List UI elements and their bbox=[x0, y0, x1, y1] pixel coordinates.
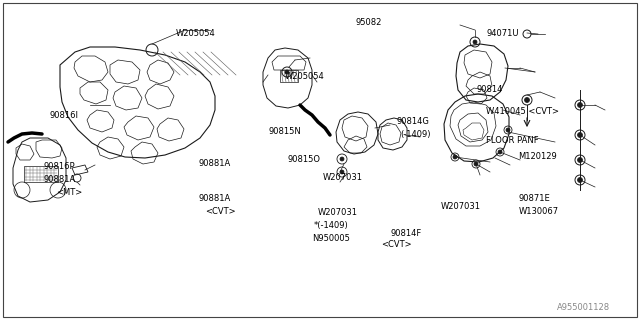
Text: W130067: W130067 bbox=[518, 207, 559, 216]
Text: W205054: W205054 bbox=[176, 29, 216, 38]
Circle shape bbox=[340, 170, 344, 174]
Text: W207031: W207031 bbox=[318, 208, 358, 217]
Circle shape bbox=[506, 128, 510, 132]
Text: M120129: M120129 bbox=[518, 152, 557, 161]
Text: W410045 <CVT>: W410045 <CVT> bbox=[486, 108, 559, 116]
Text: *(-1409): *(-1409) bbox=[314, 221, 348, 230]
Text: 90816P: 90816P bbox=[44, 162, 75, 171]
Text: FLOOR PANF: FLOOR PANF bbox=[486, 136, 539, 145]
Text: 95082: 95082 bbox=[355, 18, 381, 27]
Circle shape bbox=[525, 98, 529, 102]
Text: <CVT>: <CVT> bbox=[381, 240, 412, 249]
Text: 90816I: 90816I bbox=[50, 111, 79, 120]
Circle shape bbox=[577, 102, 582, 108]
Text: A955001128: A955001128 bbox=[557, 303, 610, 312]
Circle shape bbox=[577, 178, 582, 182]
Text: W207031: W207031 bbox=[440, 202, 480, 211]
Text: 94071U: 94071U bbox=[486, 29, 519, 38]
Text: W205054: W205054 bbox=[285, 72, 324, 81]
Text: <CVT>: <CVT> bbox=[205, 207, 236, 216]
Text: 90815N: 90815N bbox=[269, 127, 301, 136]
Circle shape bbox=[498, 150, 502, 154]
Circle shape bbox=[577, 157, 582, 163]
Text: 90814: 90814 bbox=[477, 85, 503, 94]
Text: N950005: N950005 bbox=[312, 234, 349, 243]
Text: W207031: W207031 bbox=[323, 173, 364, 182]
Circle shape bbox=[340, 157, 344, 161]
Text: 90881A: 90881A bbox=[198, 194, 230, 203]
Text: <MT>: <MT> bbox=[56, 188, 83, 197]
Circle shape bbox=[474, 162, 478, 166]
Text: 90815O: 90815O bbox=[288, 156, 321, 164]
Circle shape bbox=[453, 155, 457, 159]
Circle shape bbox=[577, 132, 582, 138]
Text: 90871E: 90871E bbox=[518, 194, 550, 203]
Circle shape bbox=[285, 70, 289, 74]
Text: 90814F: 90814F bbox=[390, 229, 422, 238]
Text: 90881A: 90881A bbox=[198, 159, 230, 168]
Text: 90881A: 90881A bbox=[44, 175, 76, 184]
Text: 90814G: 90814G bbox=[397, 117, 429, 126]
Text: (-1409): (-1409) bbox=[400, 130, 431, 139]
Circle shape bbox=[473, 40, 477, 44]
